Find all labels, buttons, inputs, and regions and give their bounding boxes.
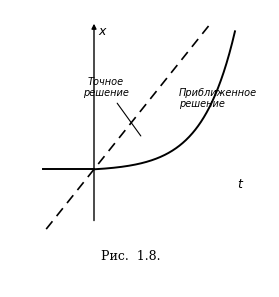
Text: Приближенное
решение: Приближенное решение	[179, 88, 257, 110]
Text: t: t	[237, 178, 242, 191]
Text: x: x	[98, 25, 106, 38]
Text: Точное
решение: Точное решение	[83, 77, 141, 136]
Text: Рис.  1.8.: Рис. 1.8.	[101, 250, 160, 263]
